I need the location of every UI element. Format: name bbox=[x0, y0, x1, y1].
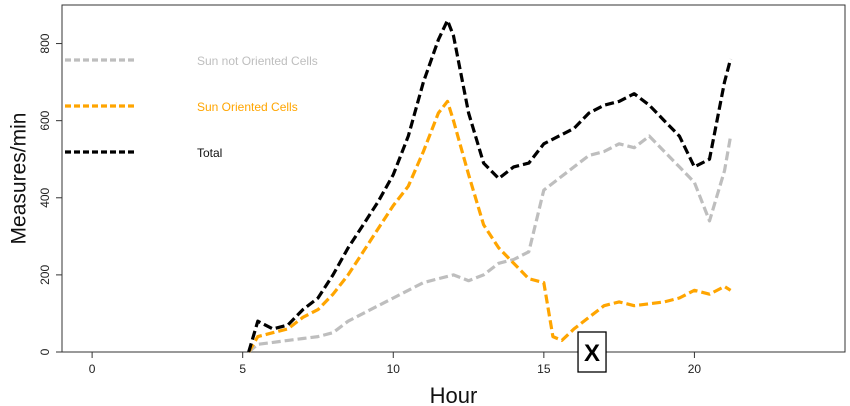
series-line-3 bbox=[247, 18, 733, 353]
y-tick-label: 0 bbox=[38, 348, 52, 355]
x-marker-label: X bbox=[584, 340, 600, 367]
y-tick-label: 200 bbox=[38, 265, 52, 285]
legend-label: Sun not Oriented Cells bbox=[197, 54, 318, 68]
plot-frame bbox=[61, 4, 846, 353]
x-axis-title: Hour bbox=[430, 383, 478, 406]
y-axis: 0 200 400 600 800 bbox=[38, 33, 62, 355]
y-axis-title: Measures/min bbox=[8, 113, 31, 245]
x-marker-box bbox=[577, 331, 607, 373]
x-tick-label: 5 bbox=[239, 362, 246, 376]
y-tick-label: 400 bbox=[38, 187, 52, 207]
x-tick-label: 0 bbox=[89, 362, 96, 376]
plot-area bbox=[61, 4, 846, 353]
x-marker: X bbox=[577, 331, 607, 373]
x-tick-label: 15 bbox=[537, 362, 551, 376]
series-line-1 bbox=[247, 134, 733, 354]
x-tick-label: 10 bbox=[387, 362, 401, 376]
legend: Sun not Oriented Cells Sun Oriented Cells… bbox=[65, 54, 318, 160]
y-tick-label: 800 bbox=[38, 33, 52, 53]
y-tick-label: 600 bbox=[38, 110, 52, 130]
x-tick-label: 20 bbox=[688, 362, 702, 376]
x-axis: 0 5 10 15 20 bbox=[89, 352, 702, 376]
series-line-2 bbox=[247, 99, 732, 353]
series-layer bbox=[247, 18, 733, 354]
legend-label: Sun Oriented Cells bbox=[197, 100, 298, 114]
legend-label: Total bbox=[197, 146, 222, 160]
